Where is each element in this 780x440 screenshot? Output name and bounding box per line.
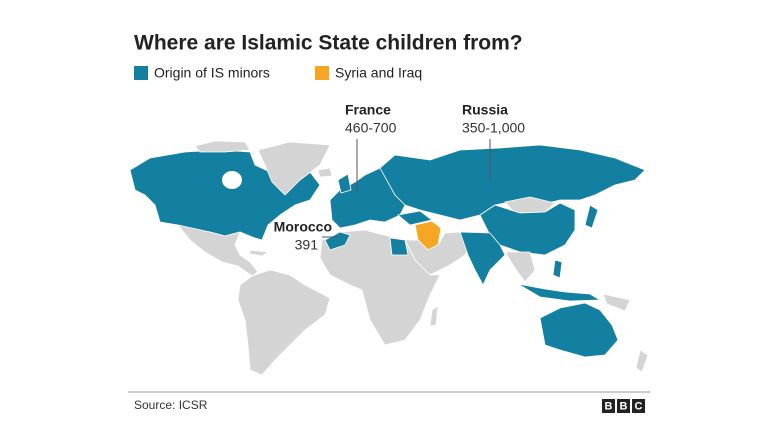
title: Where are Islamic State children from? — [134, 32, 523, 55]
arctic-islands — [194, 140, 251, 153]
egypt — [389, 237, 409, 256]
legend-label: Origin of IS minors — [154, 65, 270, 81]
turkey — [397, 210, 433, 226]
hudson-bay — [222, 171, 242, 189]
iceland — [317, 167, 333, 178]
australia — [539, 302, 619, 358]
annotation-country: Morocco — [274, 219, 332, 235]
indonesia — [517, 283, 601, 302]
logo-letter: B — [605, 400, 613, 412]
legend-swatch — [134, 66, 148, 80]
greenland — [257, 141, 331, 196]
papua — [602, 293, 631, 312]
logo-block — [602, 399, 615, 413]
south-asia — [459, 231, 506, 286]
source: Source: ICSR — [134, 398, 208, 412]
logo-block — [617, 399, 630, 413]
world-map — [129, 140, 649, 376]
annotation-figure: 350-1,000 — [462, 120, 525, 136]
japan — [584, 204, 599, 229]
south-america — [237, 269, 331, 376]
annotation-figure: 460-700 — [345, 120, 397, 136]
russia-central-asia — [379, 144, 646, 221]
madagascar — [429, 305, 439, 327]
annotation-country: France — [345, 102, 391, 118]
africa — [319, 229, 441, 346]
logo-letter: B — [620, 400, 628, 412]
morocco — [324, 231, 351, 251]
logo-letter: C — [635, 400, 643, 412]
caribbean — [249, 249, 269, 257]
central-america — [177, 224, 259, 277]
annotation-country: Russia — [462, 102, 508, 118]
legend-swatch — [315, 66, 329, 80]
north-america — [129, 149, 321, 241]
new-zealand — [635, 349, 649, 373]
bbc-logo: B B C — [602, 399, 645, 413]
legend-label: Syria and Iraq — [335, 65, 422, 81]
southeast-asia — [504, 251, 536, 283]
philippines — [552, 259, 563, 279]
uk — [337, 173, 352, 194]
logo-block — [632, 399, 645, 413]
annotation-figure: 391 — [295, 237, 319, 253]
